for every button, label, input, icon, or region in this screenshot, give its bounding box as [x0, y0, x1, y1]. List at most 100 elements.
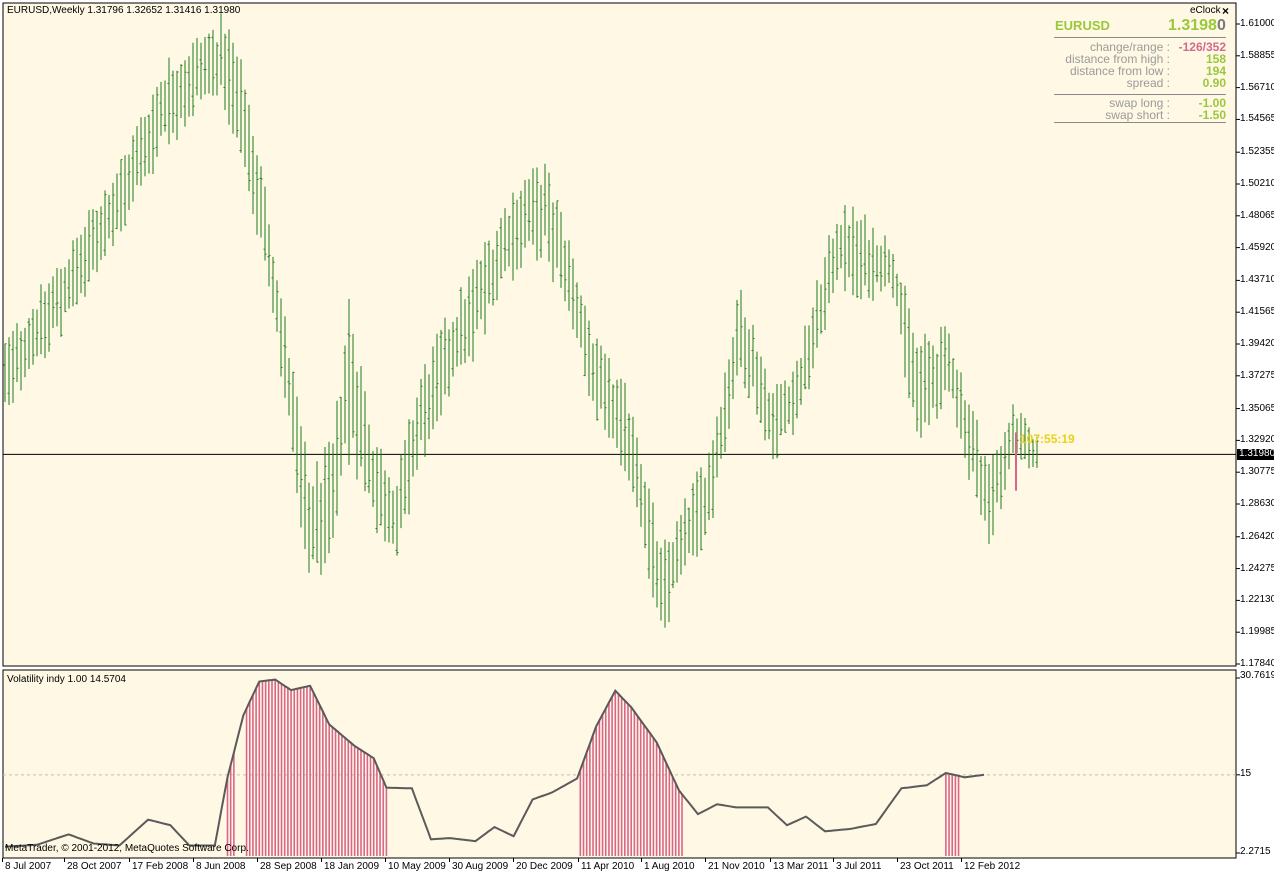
ohlc-bar	[815, 280, 819, 348]
ohlc-bar	[523, 179, 527, 248]
ohlc-bar	[483, 242, 487, 335]
ohlc-bar	[63, 267, 67, 313]
ohlc-bar	[379, 448, 383, 526]
ohlc-bar	[327, 441, 331, 554]
ohlc-bar	[567, 240, 571, 311]
eclock-price-last-digit: 0	[1216, 17, 1226, 34]
ohlc-bar	[19, 331, 23, 391]
ohlc-bar	[803, 325, 807, 390]
ohlc-bar	[87, 210, 91, 282]
ohlc-bar	[311, 486, 315, 560]
main-chart-header: EURUSD,Weekly 1.31796 1.32652 1.31416 1.…	[7, 5, 241, 16]
ohlc-bar	[763, 368, 767, 441]
ohlc-bar	[331, 443, 335, 538]
ohlc-bar	[175, 70, 179, 141]
indicator-axis-max: 30.7619	[1240, 670, 1274, 681]
ohlc-bar	[971, 410, 975, 472]
ohlc-bar	[859, 220, 863, 300]
ohlc-bar	[887, 249, 891, 283]
ohlc-bar	[507, 215, 511, 267]
price-tick-label: 1.58855	[1240, 49, 1274, 61]
eclock-val-spread: 0.90	[1202, 76, 1226, 90]
ohlc-bar	[891, 253, 895, 298]
ohlc-bar	[1027, 427, 1031, 469]
ohlc-bar	[151, 94, 155, 174]
ohlc-bar	[75, 237, 79, 305]
ohlc-bar	[839, 224, 843, 269]
ohlc-bar	[219, 13, 223, 85]
ohlc-bar	[863, 214, 867, 286]
price-tick-label: 1.56710	[1240, 81, 1274, 93]
ohlc-bar	[519, 190, 523, 268]
ohlc-bar	[23, 327, 27, 378]
ohlc-bar	[359, 366, 363, 467]
ohlc-bar	[211, 29, 215, 96]
eclock-title: eClock	[1190, 5, 1221, 16]
ohlc-bar	[275, 280, 279, 332]
indicator-axis-level: 15	[1240, 768, 1252, 779]
time-tick-mark	[513, 858, 514, 862]
ohlc-bar	[615, 379, 619, 448]
eclock-change-sep: /	[1202, 40, 1206, 54]
ohlc-bar	[1007, 422, 1011, 470]
eclock-range: 352	[1205, 40, 1226, 54]
ohlc-bar	[795, 360, 799, 419]
ohlc-bar	[771, 393, 775, 460]
ohlc-bar	[627, 413, 631, 481]
ohlc-bar	[755, 351, 759, 415]
time-tick-label: 8 Jul 2007	[5, 861, 52, 872]
price-tick-label: 1.17840	[1240, 658, 1274, 669]
ohlc-bar	[695, 471, 699, 557]
ohlc-bar	[91, 209, 95, 270]
ohlc-bar	[743, 317, 747, 389]
copyright-text: MetaTrader, © 2001-2012, MetaQuotes Soft…	[5, 843, 249, 854]
indicator-plot-area	[2, 669, 1237, 859]
eclock-val-distance-low: 194	[1205, 64, 1226, 78]
ohlc-bar	[343, 345, 347, 444]
ohlc-bar	[419, 378, 423, 441]
price-tick-label: 1.26420	[1240, 530, 1274, 542]
ohlc-bar	[411, 420, 415, 477]
ohlc-bar	[387, 477, 391, 543]
ohlc-bar	[739, 289, 743, 367]
eclock-divider-2	[1054, 94, 1226, 95]
ohlc-bar	[79, 234, 83, 294]
ohlc-bar	[703, 477, 707, 535]
ohlc-bar	[731, 337, 735, 400]
volatility-indicator-panel[interactable]	[0, 668, 1274, 875]
ohlc-bar	[535, 167, 539, 261]
ohlc-bar	[883, 235, 887, 287]
eclock-key-distance-low: distance from low :	[1069, 64, 1170, 78]
ohlc-bar	[955, 369, 959, 428]
ohlc-bar	[775, 383, 779, 459]
time-tick-mark	[833, 858, 834, 862]
ohlc-bar	[407, 419, 411, 515]
ohlc-bar	[583, 305, 587, 377]
ohlc-bar	[679, 514, 683, 575]
ohlc-bar	[351, 333, 355, 438]
close-icon[interactable]: ×	[1222, 4, 1230, 18]
ohlc-bar	[51, 276, 55, 329]
ohlc-bar	[123, 155, 127, 226]
ohlc-bar	[463, 299, 467, 363]
time-tick-label: 20 Dec 2009	[516, 861, 573, 872]
ohlc-bar	[787, 386, 791, 424]
ohlc-bar	[503, 208, 507, 272]
ohlc-bar	[983, 455, 987, 521]
time-tick-label: 30 Aug 2009	[452, 861, 509, 872]
ohlc-bar	[215, 42, 219, 96]
ohlc-bar	[975, 419, 979, 498]
price-chart[interactable]	[0, 0, 1274, 668]
ohlc-bar	[451, 321, 455, 377]
ohlc-bar	[847, 225, 851, 278]
eclock-val-swap-short: -1.50	[1198, 108, 1226, 122]
ohlc-bar	[539, 184, 543, 258]
ohlc-bar	[207, 33, 211, 94]
ohlc-bar	[163, 80, 167, 132]
ohlc-bar	[643, 481, 647, 549]
ohlc-bar	[515, 199, 519, 270]
ohlc-bar	[927, 340, 931, 426]
ohlc-bar	[487, 240, 491, 304]
eclock-price: 1.31980	[1168, 17, 1226, 35]
time-tick-label: 12 Feb 2012	[964, 861, 1021, 872]
